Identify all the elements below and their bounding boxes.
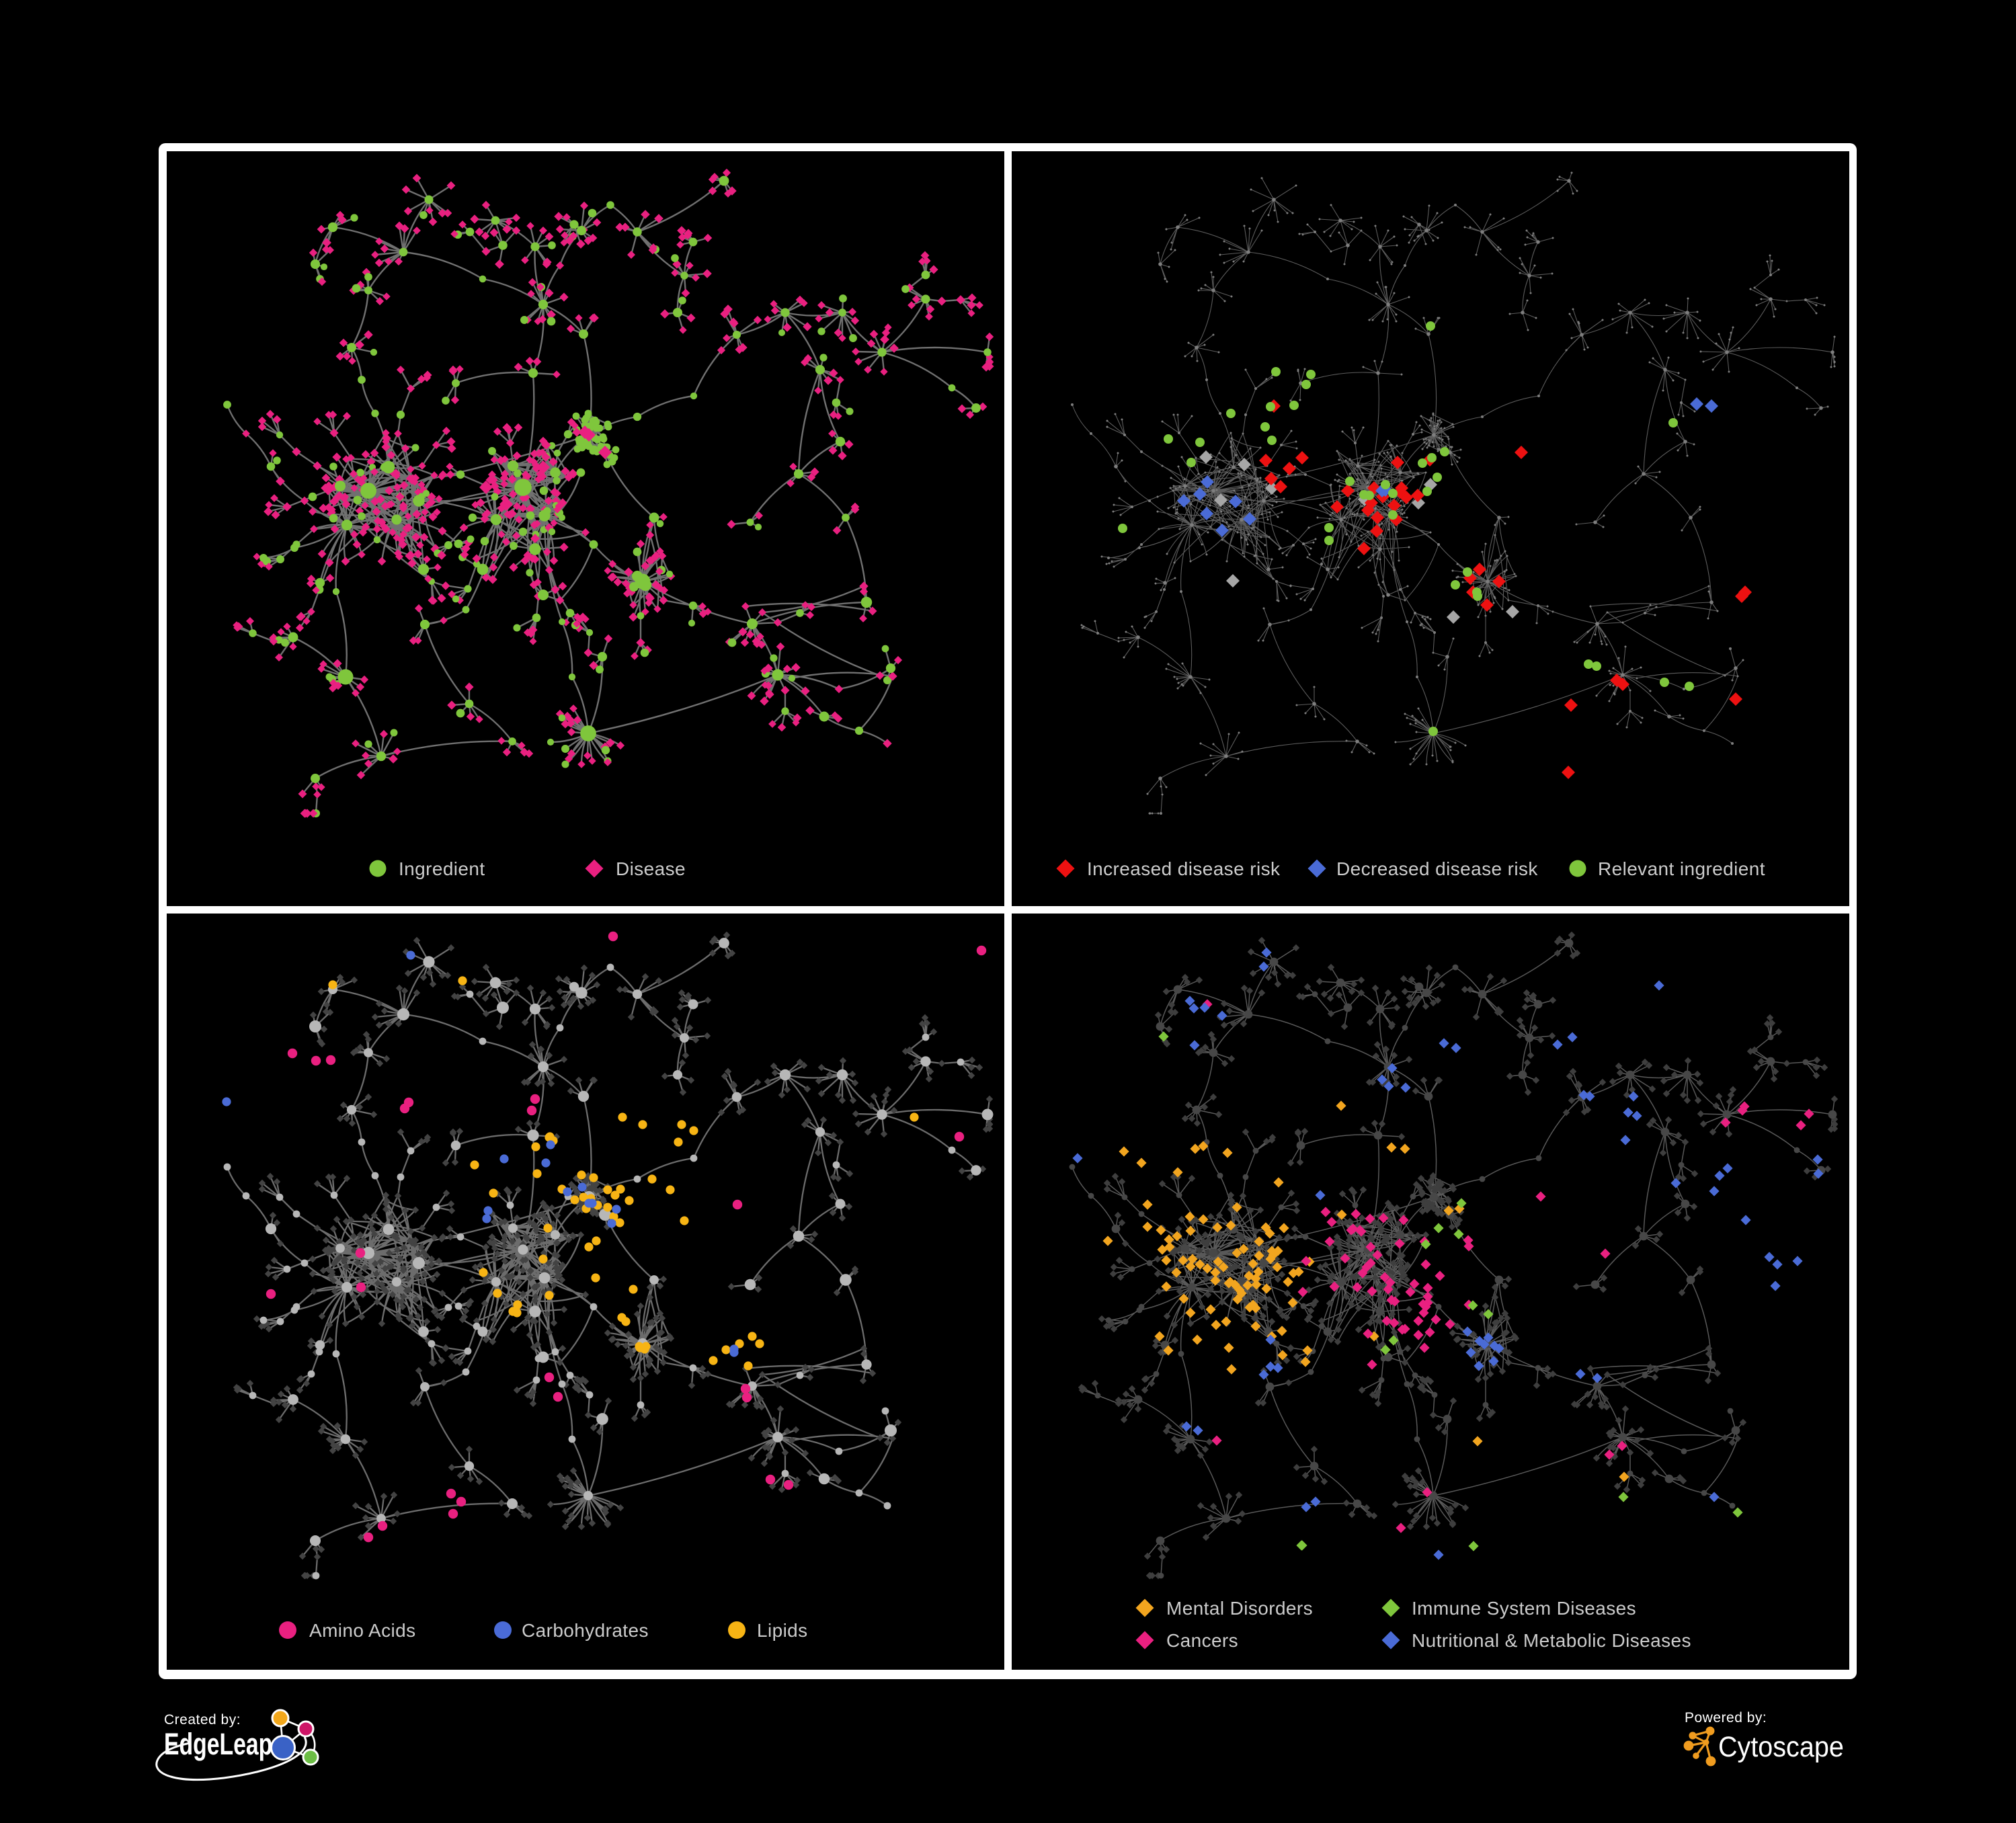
svg-text:Created by:: Created by: (164, 1712, 241, 1728)
svg-text:Powered by:: Powered by: (1685, 1710, 1767, 1726)
svg-text:Mental Disorders: Mental Disorders (1166, 1598, 1313, 1619)
svg-text:Cancers: Cancers (1166, 1630, 1238, 1651)
svg-text:EdgeLeap: EdgeLeap (164, 1728, 272, 1761)
svg-text:Decreased disease risk: Decreased disease risk (1336, 858, 1538, 879)
svg-text:Immune System Diseases: Immune System Diseases (1412, 1598, 1636, 1619)
svg-text:Carbohydrates: Carbohydrates (522, 1620, 649, 1641)
svg-text:Increased disease risk: Increased disease risk (1087, 858, 1281, 879)
svg-text:Lipids: Lipids (757, 1620, 808, 1641)
svg-text:Nutritional & Metabolic Diseas: Nutritional & Metabolic Diseases (1412, 1630, 1691, 1651)
svg-text:Disease: Disease (616, 858, 686, 879)
svg-text:Ingredient: Ingredient (399, 858, 485, 879)
svg-text:Relevant ingredient: Relevant ingredient (1598, 858, 1765, 879)
svg-text:Amino Acids: Amino Acids (309, 1620, 415, 1641)
svg-text:Cytoscape: Cytoscape (1718, 1730, 1844, 1763)
